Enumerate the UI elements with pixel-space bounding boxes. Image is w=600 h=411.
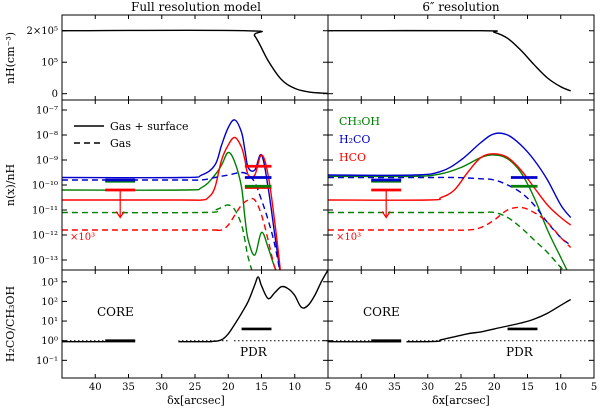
y-tick-label: 10⁻⁷ <box>36 106 58 117</box>
x-tick-label: 25 <box>455 382 468 393</box>
legend-hco: HCO <box>339 151 366 164</box>
frame-ratio-right <box>327 269 595 379</box>
legend-dashed-label: Gas <box>110 137 131 150</box>
x-tick-label: 30 <box>155 382 168 393</box>
x-tick-label: 15 <box>255 382 268 393</box>
y-tick-label: 10⁻¹⁰ <box>32 181 58 192</box>
y-tick-label: 0 <box>52 89 58 100</box>
series-ch3oh-solid <box>62 151 277 270</box>
series-h2co-solid <box>62 119 281 270</box>
legend-h2co: H₂CO <box>339 133 370 146</box>
legend-solid-label: Gas + surface <box>110 120 189 133</box>
series-h2co-solid <box>328 132 572 218</box>
x-tick-label: 10 <box>554 382 567 393</box>
y-tick-label: 10⁻⁸ <box>36 131 58 142</box>
style-legend: Gas + surface Gas <box>74 120 189 150</box>
series-hco-dashed <box>328 206 572 248</box>
abundance-y-label: n(x)/nH <box>4 164 17 206</box>
x-axis-label-left: δx[arcsec] <box>167 394 225 407</box>
ratio-curve <box>328 298 572 343</box>
x-tick-label: 10 <box>288 382 301 393</box>
tick-layer: 2×10⁵ 10⁵ 0 10⁻⁷ 10⁻⁸ 10⁻⁹ 10⁻¹⁰ 10⁻¹¹ 10⁻¹² 10⁻¹… <box>27 15 597 393</box>
density-y-label: nH(cm⁻³) <box>4 32 17 84</box>
scale-note-left: ×10³ <box>70 232 95 243</box>
y-tick-label: 10⁰ <box>41 336 58 347</box>
series-hco-solid <box>62 136 282 270</box>
ratio-curve <box>62 270 328 343</box>
x-tick-label: 20 <box>222 382 235 393</box>
ratio-curve-gap <box>401 335 407 346</box>
upper-limit-arrowhead <box>381 211 391 219</box>
y-tick-label: 2×10⁵ <box>27 26 58 37</box>
scale-note-right: ×10³ <box>336 232 361 243</box>
y-tick-label: 10⁻¹² <box>32 231 58 242</box>
x-tick-label: 20 <box>488 382 501 393</box>
x-tick-label: 30 <box>421 382 434 393</box>
y-tick-label: 10⁻¹ <box>36 356 58 367</box>
y-tick-label: 10⁻¹³ <box>32 256 58 267</box>
series-ch3oh-dashed <box>328 211 565 270</box>
x-tick-label: 5 <box>591 382 597 393</box>
y-tick-label: 10⁻¹¹ <box>32 206 58 217</box>
ratio-curve-gap <box>135 335 179 346</box>
data-layer <box>62 29 594 346</box>
pdr-label-right: PDR <box>506 345 534 359</box>
core-label-right: CORE <box>363 305 400 319</box>
x-tick-label: 35 <box>122 382 135 393</box>
legend-ch3oh: CH₃OH <box>339 115 380 128</box>
frame-density-right <box>327 14 595 101</box>
y-tick-label: 10⁵ <box>41 58 58 69</box>
series-h2co-dashed <box>62 171 281 270</box>
x-tick-label: 25 <box>189 382 202 393</box>
frame-ratio-left <box>61 269 329 379</box>
pdr-label-left: PDR <box>240 345 268 359</box>
y-tick-label: 10² <box>41 297 58 308</box>
y-tick-label: 10⁻⁹ <box>36 156 58 167</box>
x-tick-label: 15 <box>521 382 534 393</box>
ratio-curve-gap <box>229 335 233 346</box>
x-tick-label: 40 <box>355 382 368 393</box>
core-label-left: CORE <box>97 305 134 319</box>
x-tick-label: 40 <box>89 382 102 393</box>
column-title-right: 6″ resolution <box>422 0 500 14</box>
frame-density-left <box>61 14 329 101</box>
y-tick-label: 10³ <box>41 277 58 288</box>
series-hco-dashed <box>62 197 277 270</box>
y-tick-label: 10¹ <box>41 317 58 328</box>
column-title-left: Full resolution model <box>131 0 261 14</box>
series-ch3oh-dashed <box>62 204 253 270</box>
series-hco-solid <box>328 153 572 226</box>
density-curve <box>328 29 571 92</box>
series-ch3oh-solid <box>328 154 568 270</box>
density-curve <box>62 29 328 95</box>
species-legend: CH₃OH H₂CO HCO <box>339 115 380 164</box>
x-tick-label: 5 <box>325 382 331 393</box>
x-tick-label: 35 <box>388 382 401 393</box>
ratio-y-label: H₂CO/CH₃OH <box>4 286 17 362</box>
x-axis-label-right: δx[arcsec] <box>432 394 490 407</box>
upper-limit-arrowhead <box>115 211 125 219</box>
